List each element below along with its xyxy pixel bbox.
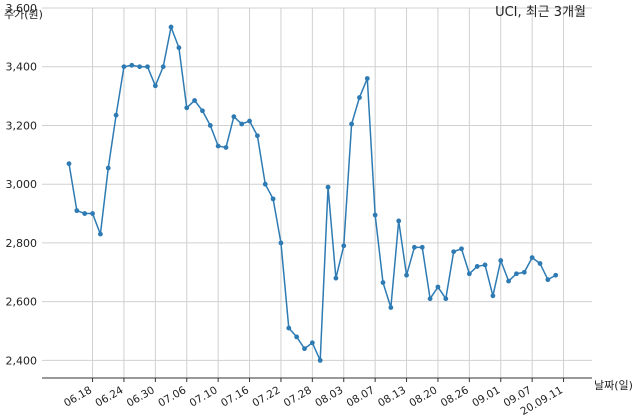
x-tick-label: 07.16 [219,384,251,410]
data-point [372,212,378,218]
x-tick-label: 09.01 [470,384,502,409]
data-point [192,98,198,103]
x-tick-label: 08.07 [345,384,377,409]
data-point [443,296,449,302]
y-axis-ticks: 2,400 2,600 2,800 3,000 3,200 3,400 3,600 [6,2,38,367]
data-point [529,255,535,261]
y-tick-label: 2,400 [6,354,38,367]
x-tick-label: 06.18 [62,384,94,409]
data-point [215,143,221,149]
data-point [247,118,252,124]
data-point [435,284,441,290]
data-point [412,244,417,250]
data-point [176,45,182,51]
data-point [121,64,127,70]
data-point [145,64,150,70]
data-point [388,305,394,310]
data-point [466,271,472,277]
y-tick-label: 3,000 [6,178,38,191]
data-point [380,280,386,285]
data-point [74,208,80,214]
data-point [231,114,237,120]
data-point [341,243,347,249]
data-point [553,272,559,278]
data-point [333,275,339,281]
data-point [459,246,464,252]
y-tick-label: 3,600 [6,2,38,15]
data-point [490,293,496,299]
data-point [309,340,315,346]
data-point [404,272,409,278]
data-point [357,95,362,100]
data-point [474,264,480,269]
data-point [90,211,95,216]
data-point [82,211,88,216]
data-point [168,24,174,30]
x-tick-label: 08.13 [376,384,408,409]
data-point [98,231,103,237]
data-point [278,240,284,246]
data-point [239,121,245,127]
data-point [521,269,527,275]
y-axis-label: 주가(원) [4,8,43,21]
data-point [514,271,519,277]
data-point [325,184,331,190]
chart-title: UCI, 최근 3개월 [495,5,586,20]
data-point [302,346,307,352]
data-point [286,325,292,331]
data-point [498,258,504,263]
data-point [129,62,135,68]
data-point [255,133,260,139]
data-point [545,277,551,283]
x-axis-ticks: 06.18 06.24 06.30 07.06 07.10 07.16 07.22 07.28… [62,378,565,418]
x-tick-label: 07.10 [188,384,220,409]
x-tick-label: 06.24 [93,384,125,410]
x-axis-label: 날짜(일) [594,378,633,392]
x-tick-label: 07.28 [282,384,314,409]
data-point [270,196,276,202]
x-tick-label: 08.03 [313,384,345,409]
data-point [152,83,158,89]
y-tick-label: 2,600 [6,296,38,309]
data-point [396,218,402,224]
data-point [451,249,457,255]
data-point [317,357,323,363]
data-point [427,296,433,302]
data-point [160,64,166,70]
data-point [207,123,213,128]
x-tick-label: 07.06 [156,384,188,410]
data-point [184,105,190,111]
data-point [482,262,488,268]
data-point [364,76,370,81]
data-point [506,278,511,284]
data-point [294,334,300,340]
y-tick-label: 3,200 [6,119,38,132]
y-tick-label: 2,800 [6,237,38,250]
x-tick-label: 08.20 [407,384,439,409]
data-point [349,121,354,127]
data-point [113,112,119,118]
x-tick-label: 08.26 [439,384,471,410]
data-point [200,108,205,114]
data-point [66,161,72,167]
data-point [537,261,543,266]
grid-lines [42,7,592,378]
x-tick-label: 06.30 [125,384,157,409]
data-point [262,181,268,187]
x-tick-label: 07.22 [250,384,282,409]
y-tick-label: 3,400 [6,61,38,74]
price-series-points [66,24,559,363]
data-point [223,145,229,150]
data-point [137,64,143,70]
data-point [105,165,111,171]
data-point [419,244,425,250]
